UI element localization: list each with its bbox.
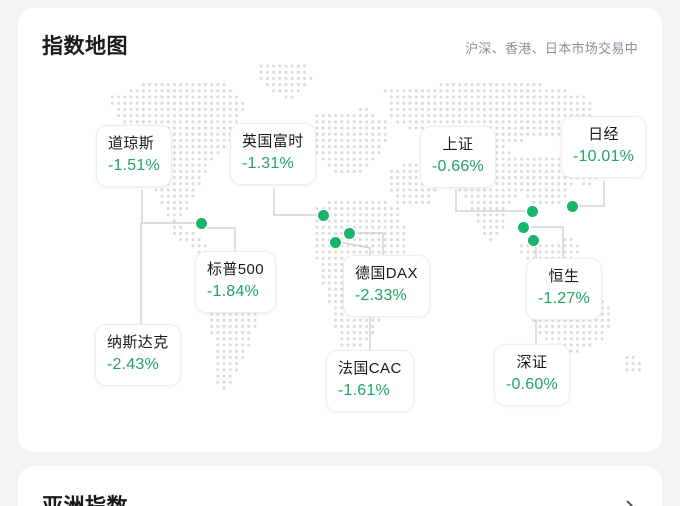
index-change-value: -1.51% [108, 157, 160, 174]
map-marker-dot[interactable] [517, 221, 529, 233]
index-name: 德国DAX [355, 265, 418, 282]
index-name: 恒生 [548, 268, 580, 285]
page-title: 指数地图 [42, 35, 128, 58]
index-change-value: -0.66% [432, 158, 484, 175]
map-marker-dot[interactable] [526, 205, 538, 217]
asia-indices-title: 亚洲指数 [42, 494, 128, 506]
index-label-card[interactable]: 英国富时 -1.31% [230, 123, 316, 185]
map-marker-dot[interactable] [317, 209, 329, 221]
index-name: 道琼斯 [108, 135, 155, 152]
index-label-card[interactable]: 道琼斯 -1.51% [96, 125, 172, 187]
map-marker-dot[interactable] [343, 227, 355, 239]
map-marker-dot[interactable] [566, 200, 578, 212]
index-change-value: -1.31% [242, 155, 294, 172]
index-label-card[interactable]: 标普500 -1.84% [195, 251, 277, 313]
index-change-value: -2.33% [355, 287, 407, 304]
index-change-value: -0.60% [506, 376, 558, 393]
map-card-header: 指数地图 沪深、香港、日本市场交易中 [18, 8, 662, 60]
index-map-card: 指数地图 沪深、香港、日本市场交易中 道琼斯 -1.51% 英国富时 -1.31% 标普… [18, 8, 662, 452]
index-label-card[interactable]: 恒生 -1.27% [526, 258, 602, 320]
index-name: 上证 [442, 136, 474, 153]
index-label-card[interactable]: 纳斯达克 -2.43% [95, 324, 181, 386]
asia-indices-card[interactable]: 亚洲指数 [18, 466, 662, 506]
index-change-value: -1.27% [538, 290, 590, 307]
index-name: 英国富时 [242, 133, 304, 150]
map-marker-dot[interactable] [527, 234, 539, 246]
index-change-value: -2.43% [107, 356, 159, 373]
map-overlay: 道琼斯 -1.51% 英国富时 -1.31% 标普500 -1.84% 纳斯达克 -2.43%… [18, 8, 662, 452]
index-label-card[interactable]: 上证 -0.66% [420, 126, 496, 188]
index-label-card[interactable]: 德国DAX -2.33% [343, 255, 430, 317]
index-change-value: -1.84% [207, 283, 259, 300]
chevron-right-icon[interactable] [622, 499, 638, 506]
index-change-value: -10.01% [573, 148, 634, 165]
map-marker-dot[interactable] [329, 236, 341, 248]
map-marker-dot[interactable] [195, 217, 207, 229]
index-name: 法国CAC [338, 360, 402, 377]
index-name: 深证 [516, 354, 548, 371]
market-status-text: 沪深、香港、日本市场交易中 [465, 41, 638, 56]
index-name: 标普500 [207, 261, 265, 278]
index-label-card[interactable]: 深证 -0.60% [494, 344, 570, 406]
index-change-value: -1.61% [338, 382, 390, 399]
index-label-card[interactable]: 法国CAC -1.61% [326, 350, 414, 412]
index-name: 日经 [588, 126, 619, 143]
index-label-card[interactable]: 日经 -10.01% [561, 116, 646, 178]
index-name: 纳斯达克 [107, 334, 169, 351]
